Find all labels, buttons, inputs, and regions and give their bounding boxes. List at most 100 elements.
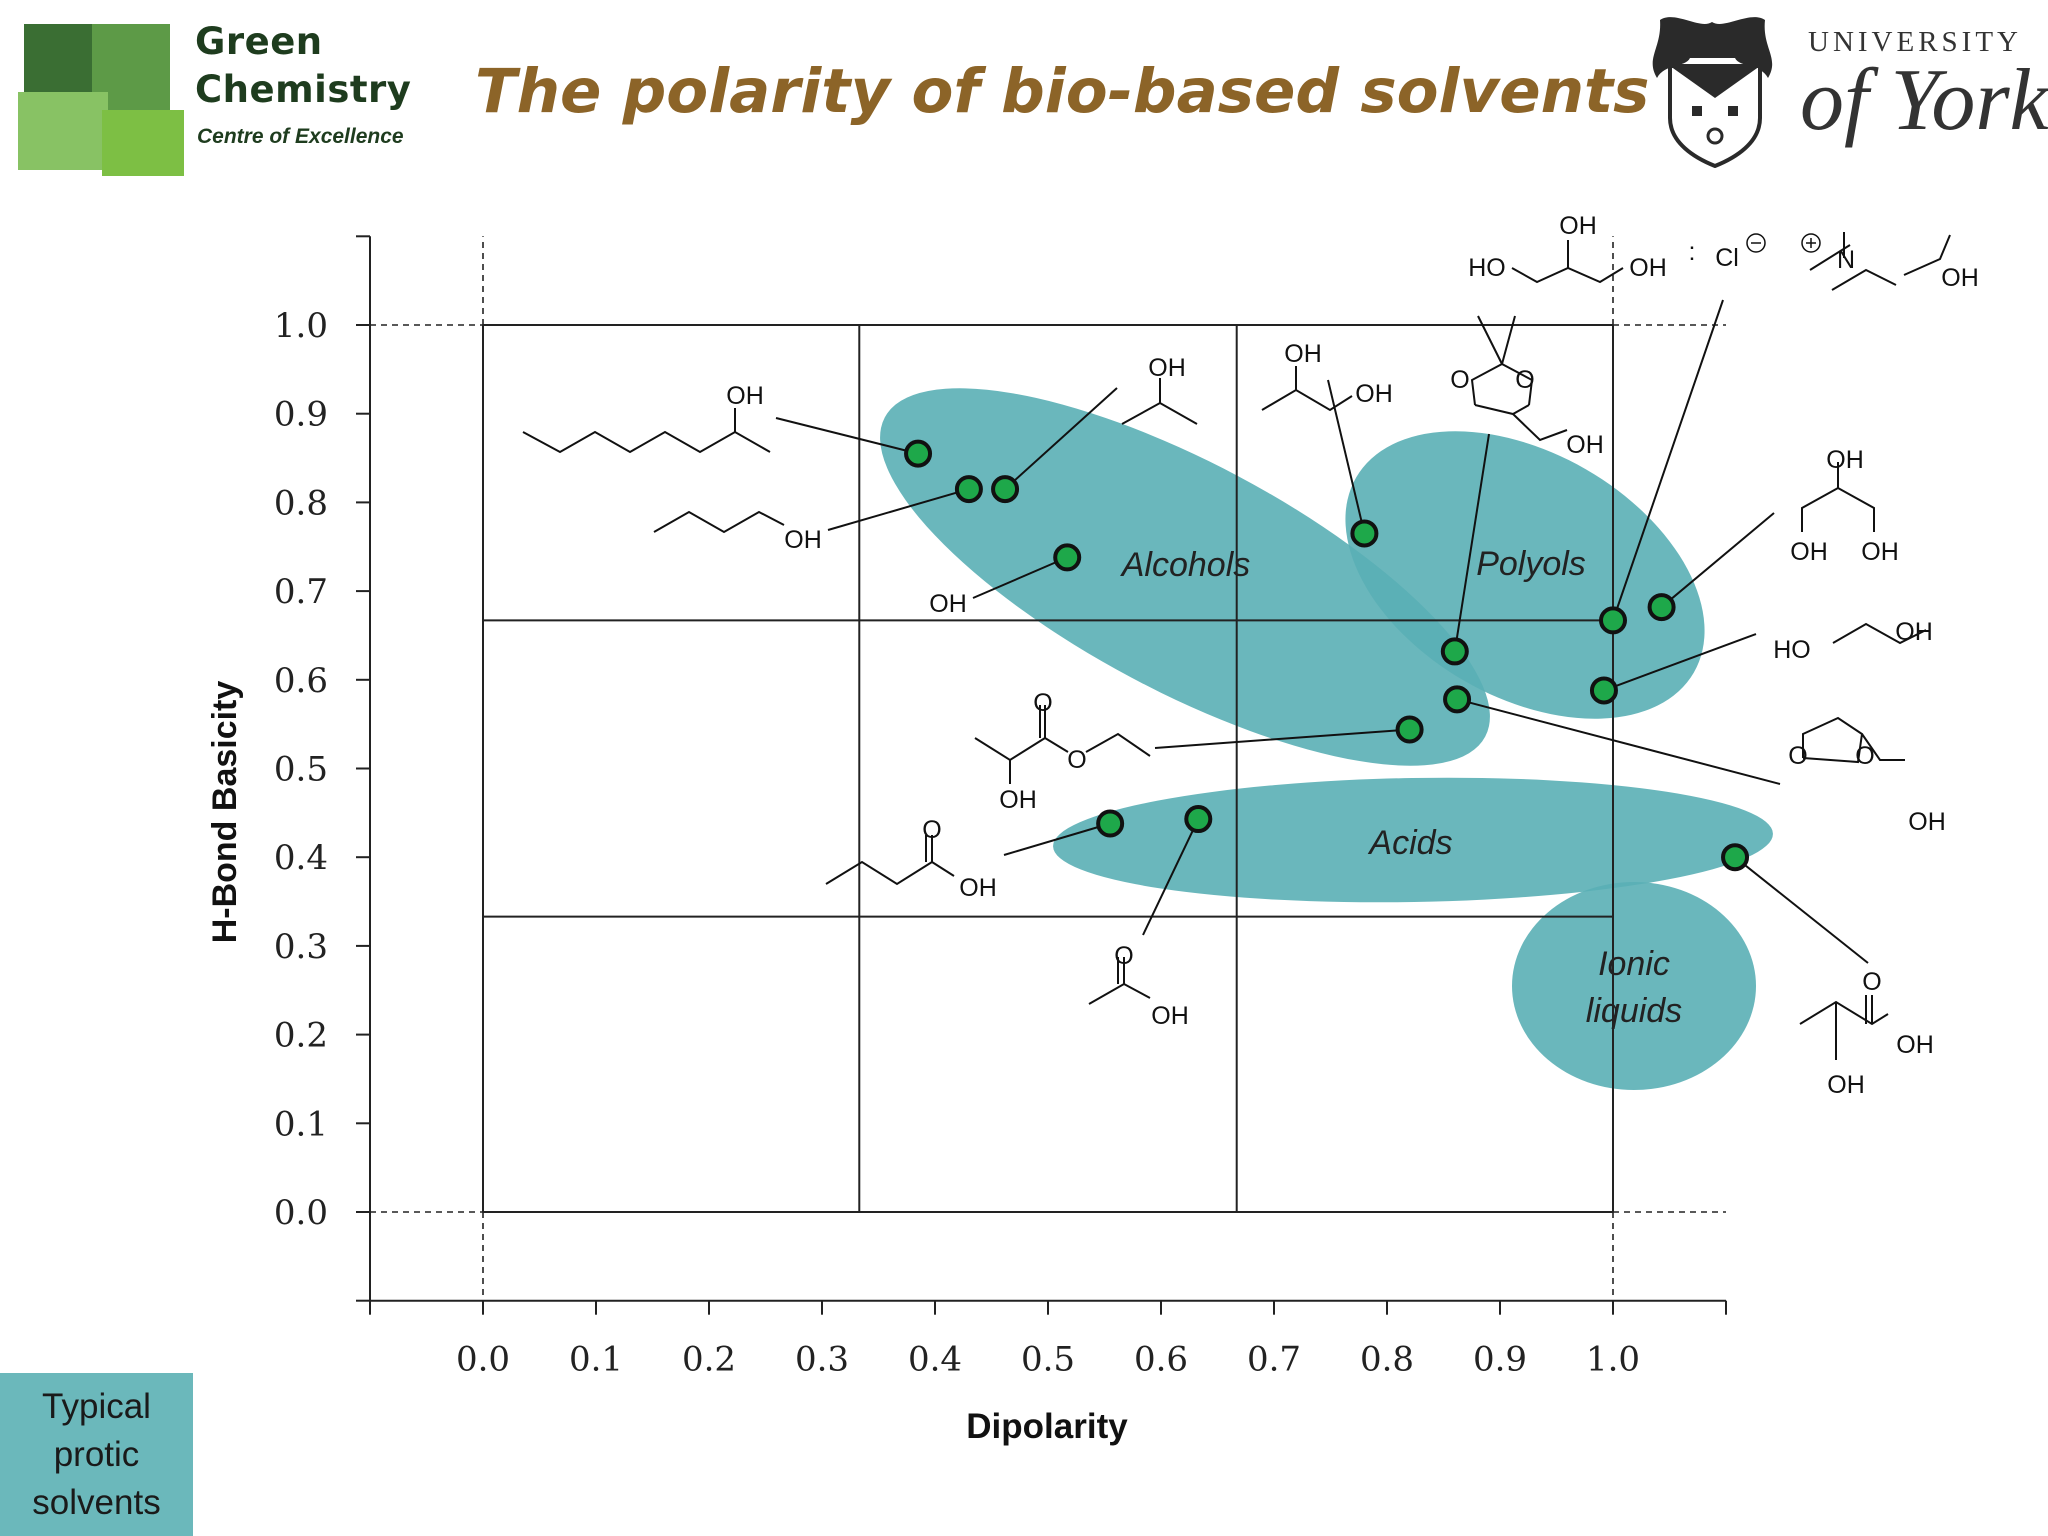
leader-line-13 — [1734, 856, 1869, 964]
data-point — [1443, 685, 1472, 714]
x-tick-label: 1.0 — [1586, 1340, 1640, 1380]
x-tick-label: 0.9 — [1473, 1340, 1527, 1380]
region-label-liquids: liquids — [1586, 992, 1682, 1030]
y-tick-label: 0.3 — [274, 927, 328, 967]
structure-bond — [1477, 315, 1503, 365]
atom-label-la-o: O — [1862, 968, 1881, 996]
atom-label-des-oh-right: OH — [1629, 254, 1667, 282]
atom-label-gly-oh-top: OH — [1826, 446, 1864, 474]
x-tick-label: 0.3 — [795, 1340, 849, 1380]
atom-label-la-oh1: OH — [1896, 1031, 1934, 1059]
atom-label-des-colon: : — [1689, 238, 1696, 266]
leader-line-2 — [1004, 387, 1118, 490]
data-point — [1350, 519, 1379, 548]
chart-labels: Dipolarity H-Bond Basicity Alcohols Poly… — [206, 545, 1682, 1446]
data-points — [904, 439, 1750, 872]
protic-line-3: solvents — [32, 1482, 161, 1522]
data-point — [954, 475, 983, 504]
region-ionic-liquids — [1512, 882, 1756, 1090]
y-tick-label: 0.8 — [274, 483, 328, 523]
structure-bond — [1831, 268, 1897, 291]
y-tick-label: 0.5 — [274, 750, 328, 790]
ammonium-charge-icon — [1801, 233, 1821, 253]
atom-label-octanol-oh: OH — [726, 382, 764, 410]
atom-label-aa-o: O — [1114, 942, 1133, 970]
data-point — [1589, 676, 1618, 705]
leader-line-3 — [972, 556, 1068, 599]
atom-label-gf-o1: O — [1788, 742, 1807, 770]
region-label-acids: Acids — [1367, 824, 1452, 862]
atom-label-el-o2: O — [1067, 746, 1086, 774]
x-tick-label: 0.6 — [1134, 1340, 1188, 1380]
x-tick-label: 0.7 — [1247, 1340, 1301, 1380]
y-tick-label: 0.6 — [274, 661, 328, 701]
structure-bond — [974, 737, 1046, 762]
structure-bond — [1501, 315, 1516, 365]
atom-label-pg-oh1: OH — [1284, 340, 1322, 368]
atom-label-la-oh2: OH — [1827, 1071, 1865, 1099]
y-tick-label: 1.0 — [274, 306, 328, 346]
y-tick-label: 0.0 — [274, 1193, 328, 1233]
atom-label-des-oh-top: OH — [1559, 212, 1597, 240]
atom-label-el-o: O — [1033, 689, 1052, 717]
x-tick-label: 0.1 — [569, 1340, 623, 1380]
atom-label-ba-o: O — [922, 816, 941, 844]
x-tick-label: 0.2 — [682, 1340, 736, 1380]
york-crest-icon — [1652, 17, 1773, 168]
x-tick-label: 0.8 — [1360, 1340, 1414, 1380]
structure-bond — [1044, 737, 1069, 753]
data-point — [1053, 543, 1082, 572]
logo-green-text: Green — [195, 20, 323, 63]
logo-subtitle-text: Centre of Excellence — [197, 125, 404, 148]
region-label-polyols: Polyols — [1476, 545, 1586, 583]
atom-label-pg-oh2: OH — [1355, 380, 1393, 408]
data-point — [1395, 715, 1424, 744]
x-axis-label: Dipolarity — [966, 1407, 1128, 1446]
structure-bond — [1088, 982, 1151, 1005]
atom-label-gf-oh: OH — [1908, 808, 1946, 836]
structure-bond — [522, 430, 771, 454]
protic-line-1: Typical — [42, 1386, 151, 1426]
structure-bond — [1801, 486, 1875, 532]
leader-line-1 — [827, 488, 970, 531]
x-tick-label: 0.4 — [908, 1340, 962, 1380]
leader-line-8 — [1003, 822, 1111, 856]
y-axis-label: H-Bond Basicity — [206, 681, 244, 944]
structure-bond — [1832, 622, 1927, 645]
structure-bond — [1799, 1000, 1889, 1026]
york-university-text: UNIVERSITY — [1808, 26, 2022, 58]
y-tick-label: 0.4 — [274, 838, 328, 878]
chart-regions — [880, 388, 1773, 1090]
x-tick-label: 0.5 — [1021, 1340, 1075, 1380]
leader-line-6 — [1456, 698, 1781, 785]
region-alcohols — [880, 388, 1490, 766]
leader-line-0 — [775, 417, 919, 455]
y-tick-label: 0.7 — [274, 572, 328, 612]
structure-bond — [1474, 404, 1530, 416]
leader-line-5 — [1453, 433, 1490, 652]
atom-label-solketal-oh: OH — [1566, 431, 1604, 459]
atom-label-eg-oh: OH — [1895, 618, 1933, 646]
atom-label-des-n: N — [1837, 246, 1855, 274]
structure-bond — [825, 860, 933, 886]
structure-bond — [1809, 244, 1851, 271]
structure-bond — [1121, 401, 1198, 425]
y-tick-label: 0.2 — [274, 1016, 328, 1056]
structure-bond — [1802, 716, 1864, 764]
region-polyols — [1345, 431, 1705, 719]
protic-line-2: protic — [53, 1434, 140, 1474]
logo-chemistry-text: Chemistry — [195, 68, 412, 111]
structure-bond — [931, 861, 955, 877]
leader-lines — [775, 299, 1869, 964]
data-point — [1647, 593, 1676, 622]
atom-label-el-oh: OH — [999, 786, 1037, 814]
atom-label-gly-oh-l: OH — [1790, 538, 1828, 566]
page-title: The polarity of bio-based solvents — [475, 56, 1650, 127]
leader-line-10 — [1612, 299, 1724, 621]
atom-label-ba-oh: OH — [959, 874, 997, 902]
atom-label-des-ho: HO — [1468, 254, 1506, 282]
slide-header: Green Chemistry Centre of Excellence The… — [0, 0, 2048, 190]
leader-line-11 — [1660, 512, 1775, 608]
york-name-text: of York — [1800, 52, 2048, 149]
atom-label-aa-oh: OH — [1151, 1002, 1189, 1030]
